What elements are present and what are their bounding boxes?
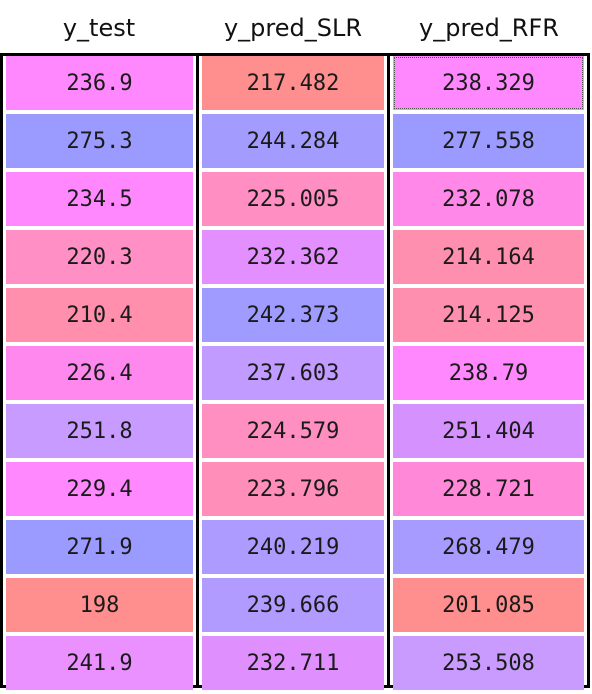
cell-y-pred-rfr-7[interactable]: 228.721	[393, 462, 584, 516]
cell-y-pred-rfr-3[interactable]: 214.164	[393, 230, 584, 284]
cell-y-test-10[interactable]: 241.9	[6, 636, 193, 690]
cell-y-pred-slr-2[interactable]: 225.005	[202, 172, 384, 226]
cell-y-pred-rfr-0[interactable]: 238.329	[393, 56, 584, 110]
cell-y-pred-slr-3[interactable]: 232.362	[202, 230, 384, 284]
cell-y-test-0[interactable]: 236.9	[6, 56, 193, 110]
cell-y-pred-rfr-1[interactable]: 277.558	[393, 114, 584, 168]
header-y-pred-rfr[interactable]: y_pred_RFR	[419, 14, 559, 42]
column-y-pred-slr: 217.482 244.284 225.005 232.362 242.373 …	[196, 53, 390, 690]
cell-y-test-1[interactable]: 275.3	[6, 114, 193, 168]
cell-y-test-9[interactable]: 198	[6, 578, 193, 632]
cell-y-pred-slr-1[interactable]: 244.284	[202, 114, 384, 168]
cell-y-pred-rfr-2[interactable]: 232.078	[393, 172, 584, 226]
cell-y-pred-rfr-5[interactable]: 238.79	[393, 346, 584, 400]
cell-y-pred-slr-9[interactable]: 239.666	[202, 578, 384, 632]
cell-y-pred-rfr-4[interactable]: 214.125	[393, 288, 584, 342]
cell-y-test-3[interactable]: 220.3	[6, 230, 193, 284]
cell-y-pred-slr-0[interactable]: 217.482	[202, 56, 384, 110]
cell-y-pred-slr-10[interactable]: 232.711	[202, 636, 384, 690]
cell-y-test-6[interactable]: 251.8	[6, 404, 193, 458]
cell-y-pred-slr-7[interactable]: 223.796	[202, 462, 384, 516]
header-y-test[interactable]: y_test	[62, 14, 136, 42]
cell-y-test-7[interactable]: 229.4	[6, 462, 193, 516]
column-y-pred-rfr: 238.329 277.558 232.078 214.164 214.125 …	[387, 53, 590, 690]
cell-y-test-8[interactable]: 271.9	[6, 520, 193, 574]
cell-y-pred-slr-8[interactable]: 240.219	[202, 520, 384, 574]
cell-y-test-5[interactable]: 226.4	[6, 346, 193, 400]
cell-y-pred-rfr-10[interactable]: 253.508	[393, 636, 584, 690]
cell-y-pred-rfr-9[interactable]: 201.085	[393, 578, 584, 632]
cell-y-pred-slr-6[interactable]: 224.579	[202, 404, 384, 458]
cell-y-pred-slr-4[interactable]: 242.373	[202, 288, 384, 342]
cell-y-pred-slr-5[interactable]: 237.603	[202, 346, 384, 400]
cell-y-pred-rfr-8[interactable]: 268.479	[393, 520, 584, 574]
column-y-test: 236.9 275.3 234.5 220.3 210.4 226.4 251.…	[0, 53, 199, 690]
header-y-pred-slr[interactable]: y_pred_SLR	[223, 14, 363, 42]
cell-y-test-4[interactable]: 210.4	[6, 288, 193, 342]
cell-y-pred-rfr-6[interactable]: 251.404	[393, 404, 584, 458]
cell-y-test-2[interactable]: 234.5	[6, 172, 193, 226]
